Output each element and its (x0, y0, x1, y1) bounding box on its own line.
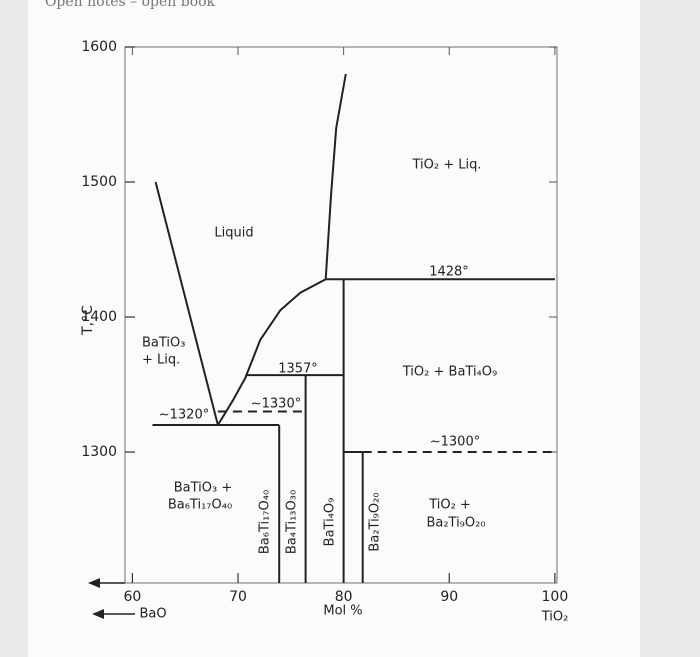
region-label: TiO₂ + BaTi₄O₉ (402, 365, 497, 380)
region-label: + Liq. (142, 353, 180, 368)
y-tick-label: 1500 (81, 174, 117, 190)
temperature-label: 1357° (278, 362, 318, 377)
y-tick-label: 1300 (81, 444, 117, 460)
x-tick-label: 70 (229, 589, 247, 605)
x-tick-label: 90 (440, 589, 458, 605)
compound-label: Ba₄Ti₁₃O₃₀ (285, 490, 300, 554)
region-label: BaTiO₃ (142, 336, 185, 351)
y-axis-label: T,°C (80, 305, 96, 336)
x-end-label: TiO₂ (541, 610, 569, 625)
compound-label: Ba₆Ti₁₇O₄₀ (258, 490, 273, 554)
temperature-label: ∼1330° (251, 397, 301, 412)
y-tick-label: 1600 (81, 39, 117, 55)
compound-label: Ba₂Ti₉O₂₀ (368, 492, 383, 551)
paper (28, 0, 640, 657)
x-end-label: BaO (139, 607, 166, 622)
region-label: Ba₂Ti₉O₂₀ (426, 516, 485, 531)
arrow-head (88, 578, 100, 588)
phase-boundary (324, 73, 347, 280)
region-label: BaTiO₃ + (174, 481, 233, 496)
phase-boundary (154, 181, 219, 426)
phase-boundary (217, 278, 327, 426)
region-label: TiO₂ + (428, 498, 471, 513)
arrow-head (92, 609, 104, 619)
temperature-label: ∼1300° (430, 435, 480, 450)
compound-label: BaTi₄O₉ (323, 498, 338, 547)
x-tick-label: 60 (123, 589, 141, 605)
frame (124, 46, 558, 584)
y-tick-label: 1400 (81, 309, 117, 325)
x-axis-label: Mol % (323, 604, 362, 619)
temperature-label: ∼1320° (159, 408, 209, 423)
x-tick-label: 100 (542, 589, 569, 605)
region-label: Ba₆Ti₁₇O₄₀ (168, 498, 232, 513)
region-label: TiO₂ + Liq. (412, 158, 482, 173)
temperature-label: 1428° (429, 265, 469, 280)
x-tick-label: 80 (335, 589, 353, 605)
header: Open notes – open book (45, 0, 216, 10)
region-label: Liquid (214, 226, 253, 241)
